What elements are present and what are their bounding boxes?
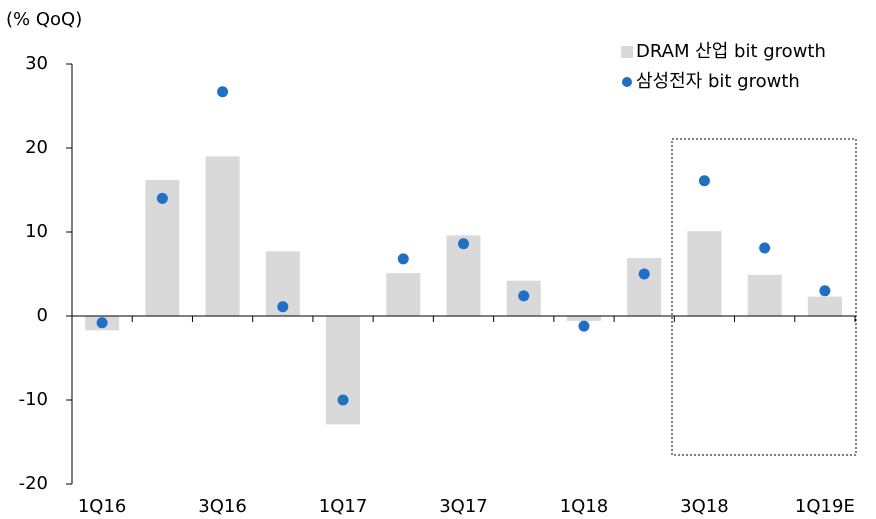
dot: [518, 290, 530, 302]
x-tick-label: 1Q18: [560, 496, 609, 517]
bar: [566, 316, 601, 322]
dot: [277, 301, 289, 313]
dot: [819, 285, 831, 297]
bar: [627, 258, 662, 316]
dot: [96, 317, 108, 329]
x-tick-label: 3Q17: [439, 496, 488, 517]
dot: [458, 238, 469, 250]
dot: [638, 268, 650, 280]
bar: [687, 231, 722, 316]
y-tick-label: -20: [19, 473, 48, 494]
dot: [397, 253, 409, 265]
x-tick-label: 1Q16: [78, 496, 127, 517]
y-tick-label: -10: [19, 389, 48, 410]
highlight-box: [671, 138, 857, 456]
dot: [698, 175, 710, 187]
bar: [205, 156, 240, 316]
dot: [156, 192, 168, 204]
x-tick-label: 3Q18: [680, 496, 729, 517]
bar: [326, 316, 361, 425]
legend-label: 삼성전자 bit growth: [636, 71, 800, 92]
bar: [386, 273, 421, 316]
y-tick-label: 20: [25, 137, 48, 158]
y-tick-label: 30: [25, 53, 48, 74]
y-tick-label: 0: [37, 305, 48, 326]
y-tick-label: 10: [25, 221, 48, 242]
legend: DRAM 산업 bit growth 삼성전자 bit growth: [621, 41, 826, 92]
dot: [578, 320, 590, 332]
x-tick-label: 3Q16: [198, 496, 247, 517]
dot: [337, 394, 349, 406]
bar: [807, 296, 842, 316]
legend-swatch: [622, 77, 632, 87]
x-tick-label: 1Q17: [319, 496, 368, 517]
legend-label: DRAM 산업 bit growth: [636, 41, 826, 62]
dot: [217, 86, 229, 98]
bar: [747, 274, 782, 316]
x-tick-label: 1Q19E: [795, 496, 855, 517]
legend-swatch: [621, 46, 633, 58]
dot: [759, 242, 771, 254]
y-axis-label: (% QoQ): [6, 9, 82, 30]
